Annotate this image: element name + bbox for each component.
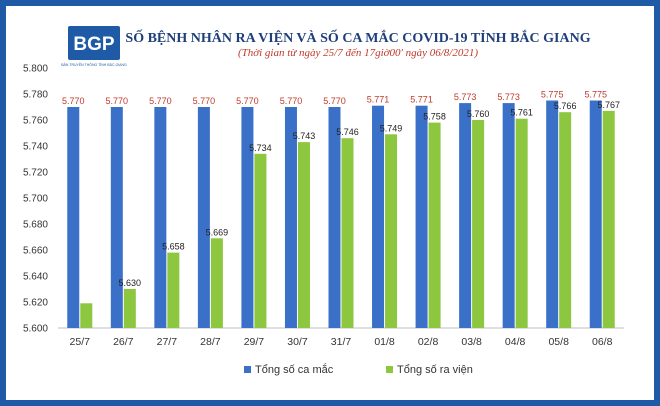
logo-subtitle: BẢN TRUYỀN THÔNG TỈNH BẮC GIANG: [61, 62, 127, 67]
legend-swatch: [386, 366, 393, 373]
x-tick-label: 04/8: [505, 336, 526, 348]
y-tick-label: 5.700: [23, 194, 48, 205]
x-tick-label: 03/8: [461, 336, 482, 348]
data-label-discharged: 5.734: [249, 143, 272, 153]
data-label-discharged: 5.767: [597, 100, 620, 110]
data-label-discharged: 5.749: [380, 123, 403, 133]
data-label-discharged: 5.758: [423, 112, 446, 122]
bar-discharged: [80, 303, 93, 328]
data-label-discharged: 5.669: [206, 227, 229, 237]
x-tick-label: 28/7: [200, 336, 221, 348]
x-tick-label: 02/8: [418, 336, 439, 348]
y-tick-label: 5.720: [23, 168, 48, 179]
data-label-total-cases: 5.770: [193, 96, 216, 106]
bar-discharged: [210, 238, 223, 328]
y-tick-label: 5.640: [23, 272, 48, 283]
bar-total-cases: [154, 107, 167, 328]
bar-discharged: [385, 134, 398, 328]
x-tick-label: 26/7: [113, 336, 134, 348]
data-label-total-cases: 5.771: [410, 95, 433, 105]
bar-discharged: [515, 118, 528, 328]
data-label-total-cases: 5.770: [323, 96, 346, 106]
data-label-discharged: 5.766: [554, 101, 577, 111]
chart-title: SỐ BỆNH NHÂN RA VIỆN VÀ SỐ CA MẮC COVID-…: [125, 28, 590, 46]
bar-discharged: [254, 153, 267, 328]
bar-discharged: [559, 112, 572, 328]
x-tick-label: 01/8: [374, 336, 395, 348]
bar-total-cases: [197, 107, 210, 328]
bar-discharged: [341, 138, 354, 328]
bar-discharged: [472, 120, 485, 328]
bar-total-cases: [589, 100, 602, 328]
logo-box: [68, 26, 120, 60]
data-label-discharged: 5.746: [336, 127, 359, 137]
bar-discharged: [123, 289, 136, 328]
x-tick-label: 31/7: [331, 336, 352, 348]
data-label-discharged: 5.761: [510, 108, 533, 118]
bar-total-cases: [110, 107, 123, 328]
bar-total-cases: [502, 103, 515, 328]
legend-label: Tổng số ca mắc: [255, 363, 334, 376]
logo: BGP BẢN TRUYỀN THÔNG TỈNH BẮC GIANG: [61, 26, 127, 67]
bar-discharged: [297, 142, 310, 328]
bar-discharged: [167, 252, 180, 328]
data-label-total-cases: 5.775: [584, 90, 607, 100]
data-label-discharged: 5.630: [119, 278, 142, 288]
data-label-discharged: 5.743: [293, 131, 316, 141]
y-tick-label: 5.600: [23, 324, 48, 335]
legend-swatch: [244, 366, 251, 373]
bar-total-cases: [328, 107, 341, 328]
data-label-total-cases: 5.770: [106, 96, 129, 106]
data-label-total-cases: 5.771: [367, 95, 390, 105]
bar-discharged: [602, 110, 615, 329]
y-tick-label: 5.660: [23, 246, 48, 257]
legend-label: Tổng số ra viện: [397, 364, 473, 376]
bar-discharged: [428, 122, 441, 328]
logo-text: BGP: [73, 34, 115, 55]
bar-total-cases: [415, 105, 428, 328]
data-label-total-cases: 5.770: [280, 96, 303, 106]
data-label-total-cases: 5.773: [497, 92, 520, 102]
chart-frame: BGP BẢN TRUYỀN THÔNG TỈNH BẮC GIANG SỐ B…: [6, 6, 654, 400]
y-tick-label: 5.620: [23, 298, 48, 309]
y-tick-label: 5.800: [23, 64, 48, 75]
y-tick-label: 5.680: [23, 220, 48, 231]
data-label-total-cases: 5.775: [541, 90, 564, 100]
x-tick-label: 05/8: [548, 336, 569, 348]
x-axis: 25/7 26/7 27/7 28/7 29/7 30/7 31/7 01/8 02/8 03/8…: [70, 336, 613, 348]
data-label-total-cases: 5.770: [149, 96, 172, 106]
x-tick-label: 29/7: [244, 336, 265, 348]
bars: 5.770 5.770 5.630 5.770 5.658 5.770 5.669 5.770…: [62, 90, 620, 329]
data-label-discharged: 5.760: [467, 109, 490, 119]
bar-chart: BGP BẢN TRUYỀN THÔNG TỈNH BẮC GIANG SỐ B…: [23, 26, 624, 376]
data-label-total-cases: 5.770: [236, 96, 259, 106]
bar-total-cases: [67, 107, 80, 328]
bar-total-cases: [284, 107, 297, 328]
legend: Tổng số ca mắc Tổng số ra viện: [244, 363, 473, 376]
bar-total-cases: [546, 100, 559, 328]
y-tick-label: 5.740: [23, 142, 48, 153]
y-axis: 5.600 5.620 5.640 5.660 5.680 5.700 5.720 5.740…: [23, 64, 624, 335]
data-label-total-cases: 5.770: [62, 96, 85, 106]
x-tick-label: 27/7: [157, 336, 178, 348]
data-label-total-cases: 5.773: [454, 92, 477, 102]
bar-total-cases: [459, 103, 472, 328]
x-tick-label: 25/7: [70, 336, 91, 348]
x-tick-label: 30/7: [287, 336, 308, 348]
data-label-discharged: 5.658: [162, 242, 185, 252]
y-tick-label: 5.780: [23, 90, 48, 101]
bar-total-cases: [241, 107, 254, 328]
y-tick-label: 5.760: [23, 116, 48, 127]
x-tick-label: 06/8: [592, 336, 613, 348]
bar-total-cases: [372, 105, 385, 328]
chart-subtitle: (Thời gian từ ngày 25/7 đến 17giờ00' ngà…: [238, 47, 478, 59]
